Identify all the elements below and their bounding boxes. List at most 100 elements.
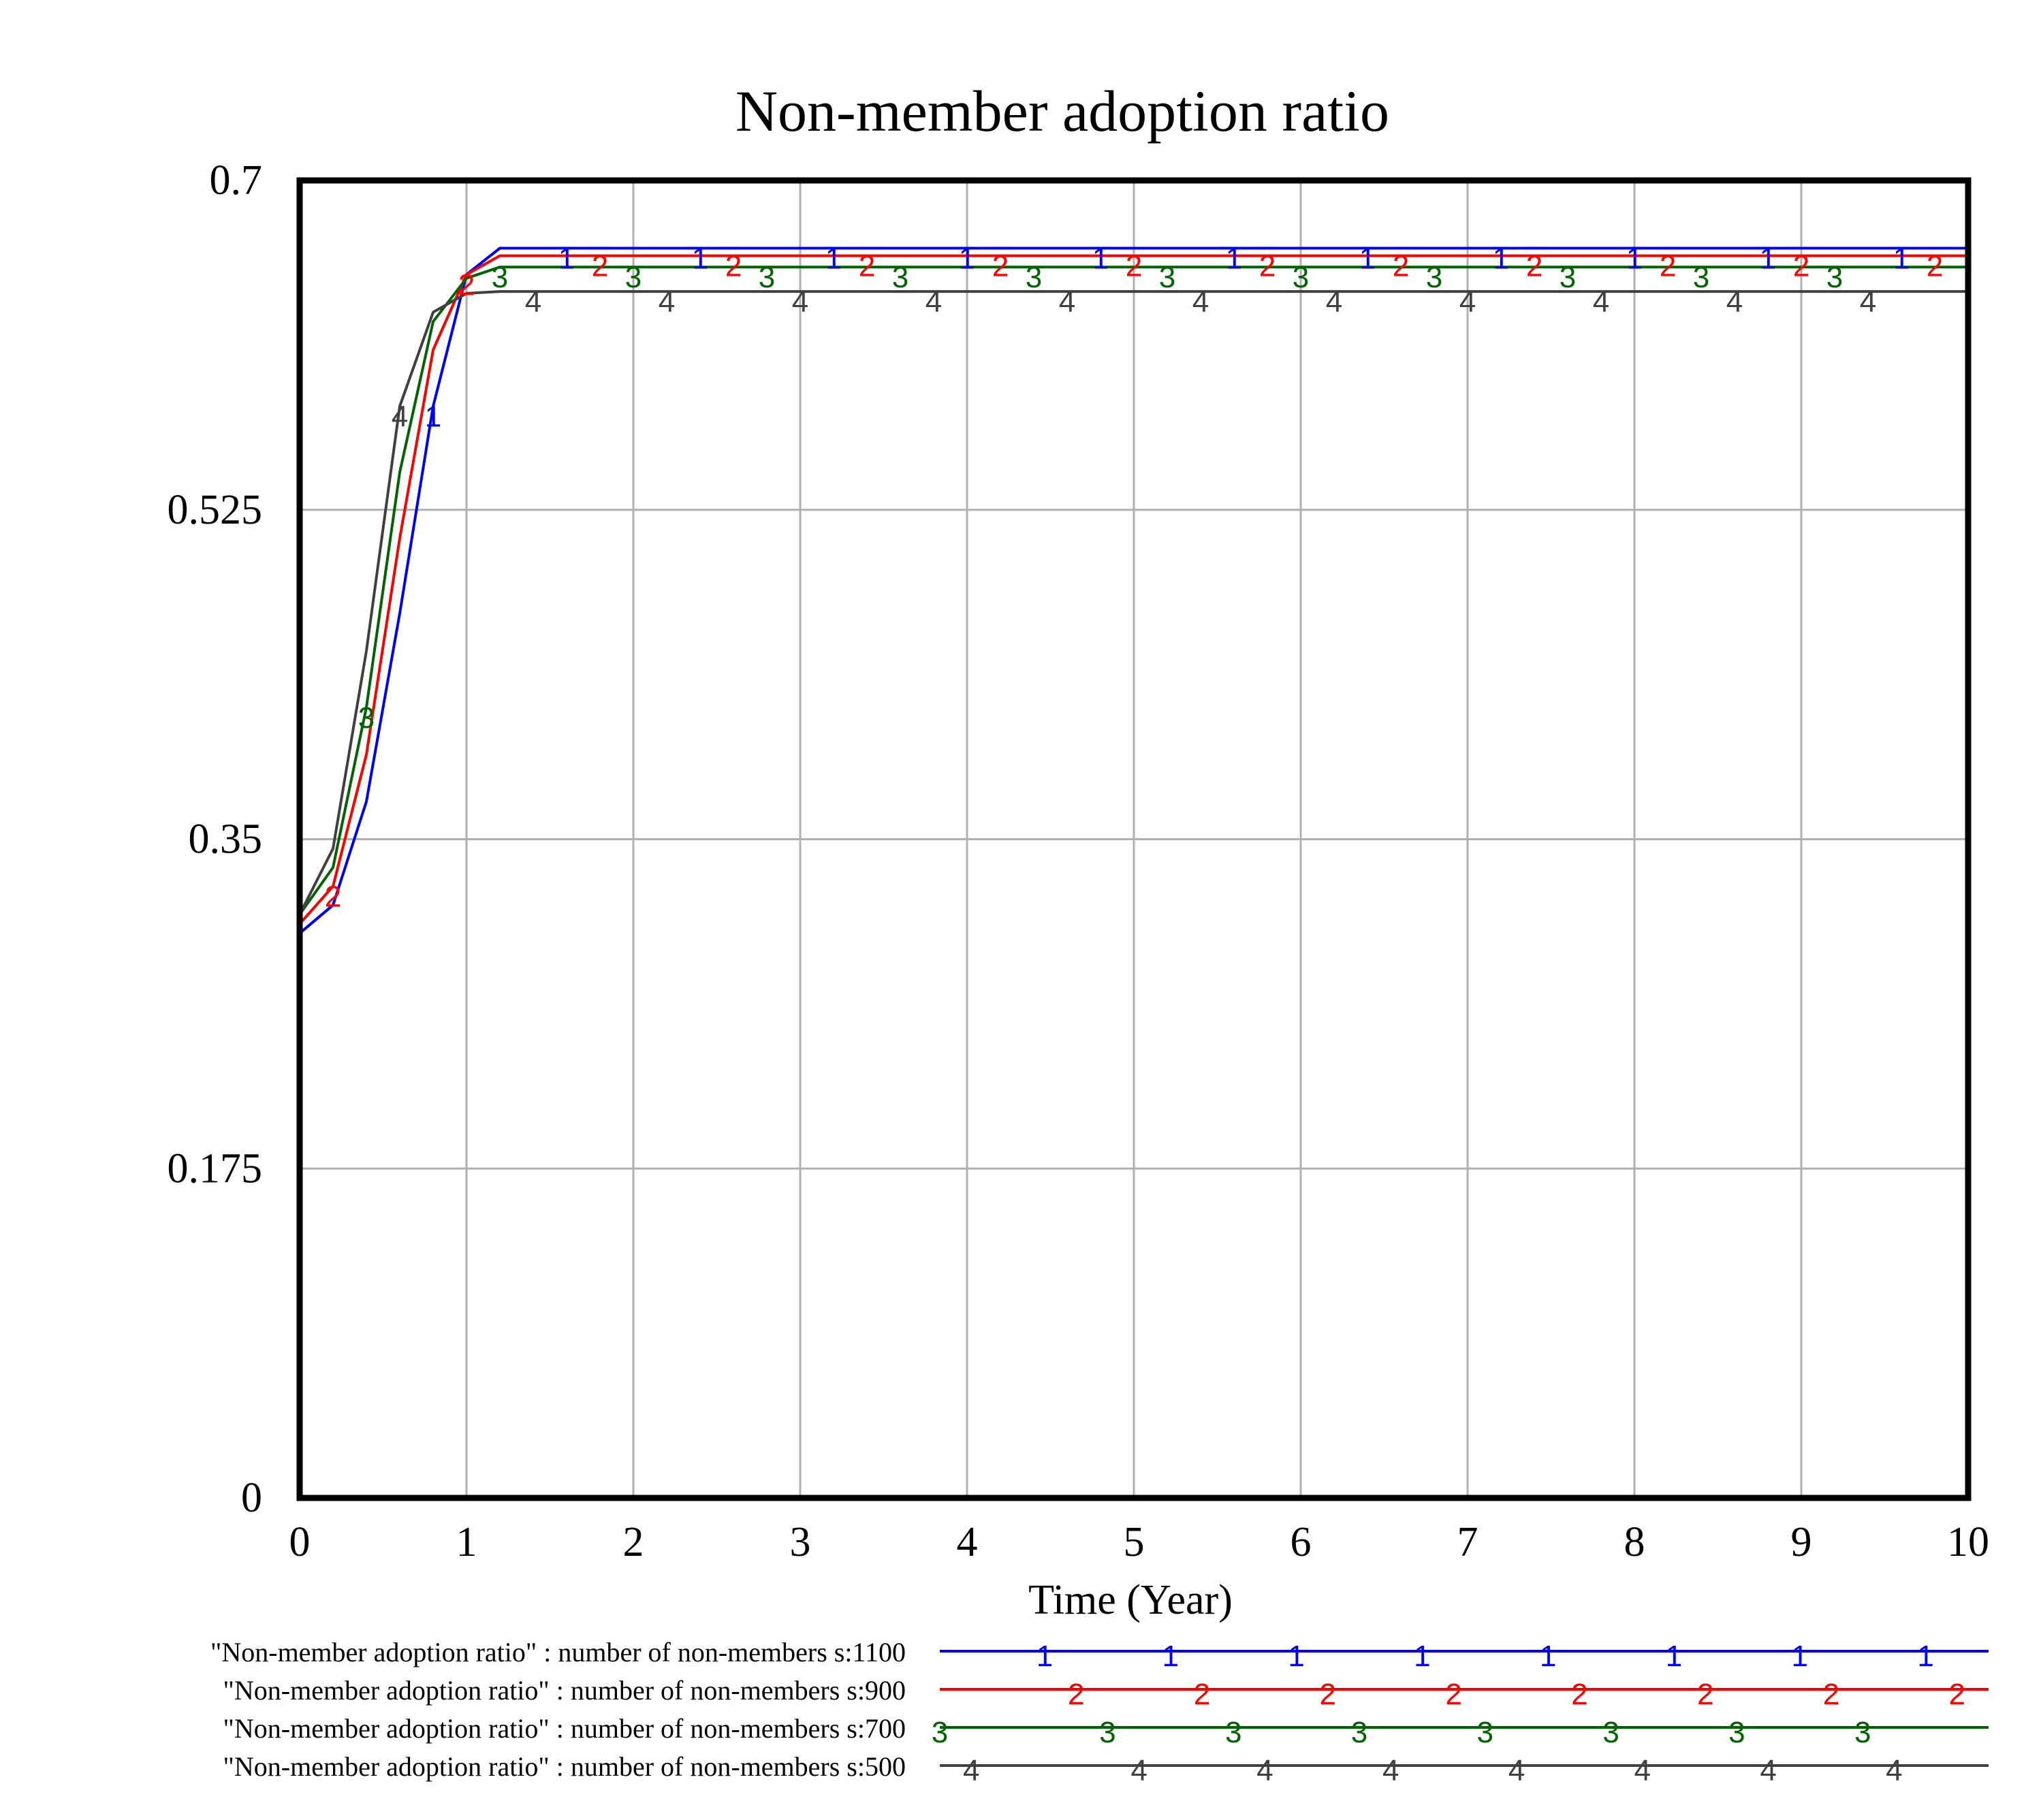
series-marker-4: 4 — [392, 400, 408, 434]
series-marker-1: 1 — [692, 242, 708, 276]
chart-title: Non-member adoption ratio — [735, 78, 1389, 144]
legend-marker-1: 1 — [1414, 1640, 1430, 1673]
legend-marker-4: 4 — [963, 1754, 979, 1787]
x-tick-label: 0 — [289, 1519, 311, 1565]
legend-label: "Non-member adoption ratio" : number of … — [210, 1637, 906, 1667]
legend-marker-4: 4 — [1886, 1754, 1902, 1787]
series-marker-1: 1 — [1760, 242, 1776, 276]
series-marker-1: 1 — [825, 242, 842, 276]
series-marker-3: 3 — [1026, 261, 1042, 294]
legend-marker-3: 3 — [1602, 1716, 1619, 1749]
series-marker-3: 3 — [1293, 261, 1309, 294]
legend-marker-3: 3 — [1351, 1716, 1367, 1749]
series-marker-2: 2 — [1259, 250, 1276, 283]
series-marker-1: 1 — [1092, 242, 1109, 276]
legend-marker-1: 1 — [1917, 1640, 1933, 1673]
series-marker-3: 3 — [1693, 261, 1709, 294]
legend-marker-4: 4 — [1256, 1754, 1273, 1787]
series-marker-4: 4 — [792, 285, 808, 319]
series-marker-3: 3 — [358, 701, 375, 735]
legend-label: "Non-member adoption ratio" : number of … — [223, 1713, 906, 1744]
legend-marker-1: 1 — [1792, 1640, 1808, 1673]
x-tick-label: 4 — [957, 1519, 978, 1565]
legend-marker-4: 4 — [1634, 1754, 1651, 1787]
series-marker-2: 2 — [1526, 250, 1542, 283]
legend-label: "Non-member adoption ratio" : number of … — [223, 1751, 906, 1782]
legend-marker-4: 4 — [1508, 1754, 1525, 1787]
series-marker-1: 1 — [558, 242, 575, 276]
legend-marker-3: 3 — [1099, 1716, 1116, 1749]
series-marker-4: 4 — [659, 285, 675, 319]
series-marker-2: 2 — [725, 250, 742, 283]
x-tick-label: 7 — [1457, 1519, 1478, 1565]
series-marker-2: 2 — [1927, 250, 1943, 283]
series-marker-3: 3 — [892, 261, 908, 294]
series-line-1 — [298, 246, 1968, 935]
plot-area-frame — [296, 177, 1972, 1501]
x-tick-label: 2 — [623, 1519, 644, 1565]
series-marker-4: 4 — [1192, 285, 1209, 319]
series-marker-1: 1 — [1226, 242, 1242, 276]
series-marker-3: 3 — [1426, 261, 1442, 294]
x-axis-label: Time (Year) — [1028, 1577, 1233, 1623]
legend-marker-1: 1 — [1162, 1640, 1179, 1673]
y-tick-label: 0.175 — [168, 1145, 263, 1192]
x-tick-label: 9 — [1791, 1519, 1812, 1565]
legend-marker-2: 2 — [1445, 1678, 1461, 1711]
legend-marker-1: 1 — [1288, 1640, 1304, 1673]
series-marker-4: 4 — [1726, 285, 1743, 319]
x-tick-label: 1 — [456, 1519, 477, 1565]
y-tick-label: 0.525 — [168, 487, 263, 533]
legend: "Non-member adoption ratio" : number of … — [210, 1637, 1989, 1787]
legend-marker-2: 2 — [1823, 1678, 1839, 1711]
series-marker-1: 1 — [425, 400, 441, 434]
grid — [300, 180, 1968, 1498]
series-marker-3: 3 — [625, 261, 642, 294]
series-marker-4: 4 — [1860, 285, 1876, 319]
series-marker-1: 1 — [1893, 242, 1910, 276]
legend-marker-3: 3 — [932, 1716, 948, 1749]
series-marker-4: 4 — [1326, 285, 1342, 319]
legend-marker-3: 3 — [1477, 1716, 1493, 1749]
series-marker-2: 2 — [992, 250, 1009, 283]
series-line-3 — [298, 266, 1968, 916]
series-marker-2: 2 — [1126, 250, 1142, 283]
legend-marker-1: 1 — [1037, 1640, 1053, 1673]
legend-marker-2: 2 — [1194, 1678, 1210, 1711]
series-line-4 — [298, 290, 1968, 916]
legend-marker-2: 2 — [1697, 1678, 1713, 1711]
series-marker-4: 4 — [1059, 285, 1075, 319]
legend-marker-1: 1 — [1666, 1640, 1682, 1673]
x-tick-label: 6 — [1291, 1519, 1312, 1565]
y-tick-label: 0.35 — [189, 816, 263, 863]
legend-marker-3: 3 — [1854, 1716, 1871, 1749]
y-tick-label: 0 — [241, 1475, 262, 1521]
x-tick-label: 8 — [1624, 1519, 1645, 1565]
series-marker-3: 3 — [1826, 261, 1843, 294]
series-marker-3: 3 — [759, 261, 775, 294]
legend-marker-3: 3 — [1728, 1716, 1745, 1749]
series-marker-2: 2 — [325, 880, 341, 914]
legend-marker-4: 4 — [1760, 1754, 1776, 1787]
series-marker-4: 4 — [1459, 285, 1476, 319]
legend-marker-1: 1 — [1540, 1640, 1556, 1673]
series-marker-2: 2 — [592, 250, 608, 283]
series-marker-4: 4 — [925, 285, 942, 319]
legend-marker-2: 2 — [1320, 1678, 1336, 1711]
series-marker-2: 2 — [1660, 250, 1676, 283]
series-marker-4: 4 — [1593, 285, 1609, 319]
series-marker-2: 2 — [458, 268, 475, 302]
series-marker-1: 1 — [1626, 242, 1643, 276]
x-tick-label: 5 — [1124, 1519, 1145, 1565]
legend-marker-4: 4 — [1130, 1754, 1147, 1787]
legend-label: "Non-member adoption ratio" : number of … — [223, 1675, 906, 1706]
series-marker-3: 3 — [1560, 261, 1576, 294]
legend-marker-4: 4 — [1382, 1754, 1399, 1787]
legend-marker-2: 2 — [1571, 1678, 1587, 1711]
series-marker-1: 1 — [1493, 242, 1509, 276]
